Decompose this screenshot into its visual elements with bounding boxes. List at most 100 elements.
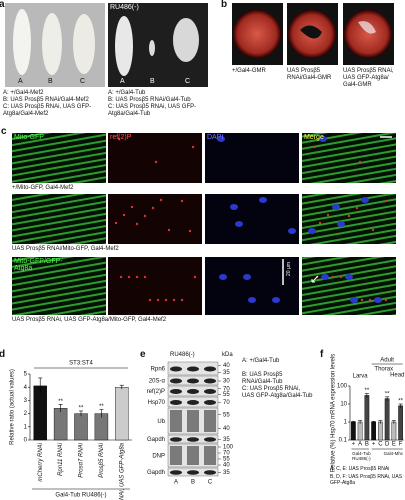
- micrograph: [12, 257, 106, 315]
- significance: **: [99, 404, 104, 410]
- bar: [351, 421, 356, 441]
- nucleus: [321, 274, 329, 280]
- band: [170, 437, 182, 442]
- smear: [204, 446, 216, 465]
- kda-label: 55: [223, 392, 230, 398]
- nucleus: [308, 228, 316, 234]
- nucleus: [219, 274, 227, 280]
- nucleus: [361, 197, 369, 203]
- nucleus: [259, 197, 267, 203]
- legend-text: B, D, F: UAS Prosβ5 RNAi, UAS GFP-Atg8a: [330, 474, 403, 486]
- lane-label: C: [208, 480, 213, 486]
- eye: [344, 10, 392, 58]
- x-tick-label: +: [352, 442, 356, 448]
- smear: [170, 410, 182, 432]
- channel-label: Mito-GFP: [14, 134, 44, 141]
- larva: [149, 40, 155, 56]
- kda-label: 70: [223, 400, 230, 406]
- puncta: [159, 198, 163, 202]
- kda-label: 70: [223, 451, 230, 457]
- panel-label: a: [0, 0, 5, 10]
- x-tick-label: Rpn11 RNAi: [58, 442, 64, 476]
- puncta: [318, 221, 322, 225]
- larva: [13, 9, 31, 75]
- caption: UAS Prosβ5 RNAi/Gal4-GMR: [287, 68, 332, 81]
- nucleus: [350, 297, 358, 303]
- puncta: [114, 221, 118, 225]
- x-tick-label: +: [372, 442, 376, 448]
- scale-label: 20 μm: [286, 262, 292, 276]
- photo-header: RU486(-): [110, 4, 139, 11]
- glare: [358, 21, 376, 34]
- image-label: A: [120, 78, 125, 85]
- y-tick-label: 2: [24, 411, 28, 417]
- y-tick-label: 3: [24, 398, 28, 404]
- kda-header: kDa: [222, 352, 233, 358]
- micrograph: [108, 257, 202, 315]
- image-label: C: [80, 78, 86, 85]
- group-label: Adult: [380, 358, 394, 364]
- blot-name: ref(2)P: [147, 389, 165, 395]
- puncta: [180, 199, 184, 203]
- bar: [74, 413, 88, 441]
- legend-text: C: UAS Prosβ5 RNAi, UAS GFP-Atg8a/Gal4-T…: [242, 386, 313, 399]
- band: [187, 366, 199, 372]
- puncta: [119, 275, 123, 279]
- x-axis-label: Gal4-Tub RU486(-): [55, 493, 106, 499]
- blot-name: DNP: [152, 454, 165, 460]
- group-label: Larva: [353, 374, 369, 380]
- kda-label: 30: [223, 379, 230, 385]
- x-group-label: Gal4-Tub RU486(-): [352, 451, 371, 461]
- channel-label: DAPI: [207, 134, 224, 141]
- micrograph: [302, 194, 396, 244]
- band: [170, 470, 182, 475]
- smear: [170, 446, 182, 465]
- band: [204, 389, 216, 394]
- puncta: [188, 229, 192, 233]
- puncta: [135, 275, 139, 279]
- bar: [384, 398, 390, 441]
- blot-name: 20S-α: [149, 379, 166, 385]
- image-label: A: [18, 78, 23, 85]
- larva: [115, 16, 133, 76]
- band: [204, 470, 216, 475]
- micrograph: [108, 194, 202, 244]
- y-tick-label: 4: [24, 385, 28, 391]
- puncta: [191, 145, 195, 149]
- legend-text: A: +/Gal4-Mef2: [3, 90, 44, 96]
- panel-label: d: [0, 349, 6, 360]
- puncta: [143, 214, 147, 218]
- x-group-label: Gal4-Mhc: [383, 451, 404, 456]
- puncta: [368, 298, 372, 302]
- band: [204, 437, 216, 442]
- band: [204, 378, 216, 384]
- micrograph: [12, 133, 106, 183]
- band: [204, 400, 216, 405]
- puncta: [339, 275, 343, 279]
- puncta: [180, 298, 184, 302]
- y-tick-label: 5: [24, 372, 28, 378]
- x-tick-label: B: [365, 442, 369, 448]
- micrograph: [108, 133, 202, 183]
- panel-label: e: [140, 349, 146, 360]
- blot-name: Gapdh: [147, 470, 165, 476]
- nucleus: [272, 297, 280, 303]
- blot-name: Gapdh: [147, 437, 165, 443]
- y-tick-label: 100: [337, 384, 348, 390]
- band: [187, 378, 199, 384]
- x-tick-label: D: [385, 442, 390, 448]
- micrograph: [12, 194, 106, 244]
- row-caption: UAS Prosβ5 RNAi, UAS GFP-Atg8a/Mito-GFP,…: [12, 317, 167, 323]
- puncta: [167, 228, 171, 232]
- bar: [378, 421, 383, 441]
- puncta: [135, 222, 139, 226]
- puncta: [117, 137, 121, 141]
- tissue-label: Thorax: [374, 367, 393, 373]
- puncta: [151, 206, 155, 210]
- puncta: [164, 298, 168, 302]
- blot-header: RU486(-): [170, 352, 195, 358]
- bar: [53, 408, 68, 441]
- legend-text: B: UAS Prosβ5 RNAi/Gal4-Tub: [108, 97, 191, 103]
- row-caption: +/Mito-GFP, Gal4-Mef2: [12, 185, 74, 191]
